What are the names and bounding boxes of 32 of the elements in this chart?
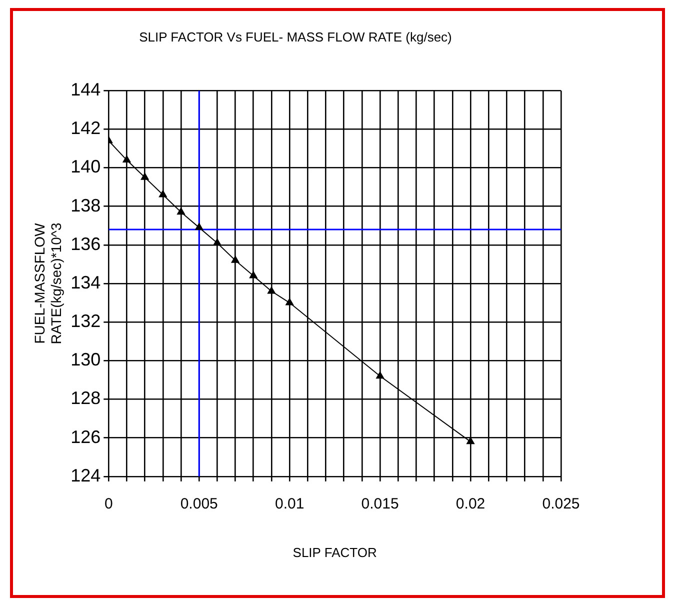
point (231, 256, 240, 263)
point (195, 223, 204, 230)
x-axis-title: SLIP FACTOR (292, 544, 377, 560)
y-tick-label: 140 (70, 156, 101, 177)
y-tick-label: 138 (70, 195, 101, 216)
point (466, 437, 474, 444)
y-tick-label: 126 (70, 426, 101, 447)
y-tick-label: 144 (70, 80, 101, 100)
y-axis-title: FUEL-MASSFLOW RATE(kg/sec)*10^3 (31, 222, 64, 344)
point (286, 298, 294, 306)
chart-title: SLIP FACTOR Vs FUEL- MASS FLOW RATE (kg/sec) (139, 29, 452, 44)
point (122, 156, 131, 163)
x-tick-label: 0.01 (274, 496, 304, 513)
x-tick-label: 0 (104, 496, 113, 513)
point (213, 238, 222, 246)
x-tick-label: 0.025 (542, 496, 580, 513)
y-tick-label: 128 (70, 388, 101, 408)
y-tick-label: 136 (70, 234, 101, 254)
y-tick-label: 134 (70, 272, 101, 292)
point (268, 286, 276, 294)
y-tick-label: 124 (70, 465, 101, 486)
point (249, 271, 258, 278)
x-tick-label: 0.015 (361, 496, 399, 513)
x-tick-label: 0.005 (180, 496, 218, 513)
point (376, 372, 384, 379)
y-tick-label: 142 (70, 118, 101, 138)
y-tick-label: 132 (70, 311, 101, 332)
x-tick-label: 0.02 (456, 496, 486, 513)
point (158, 190, 167, 198)
y-tick-label: 130 (70, 350, 101, 370)
point (140, 172, 149, 180)
point (177, 208, 185, 215)
